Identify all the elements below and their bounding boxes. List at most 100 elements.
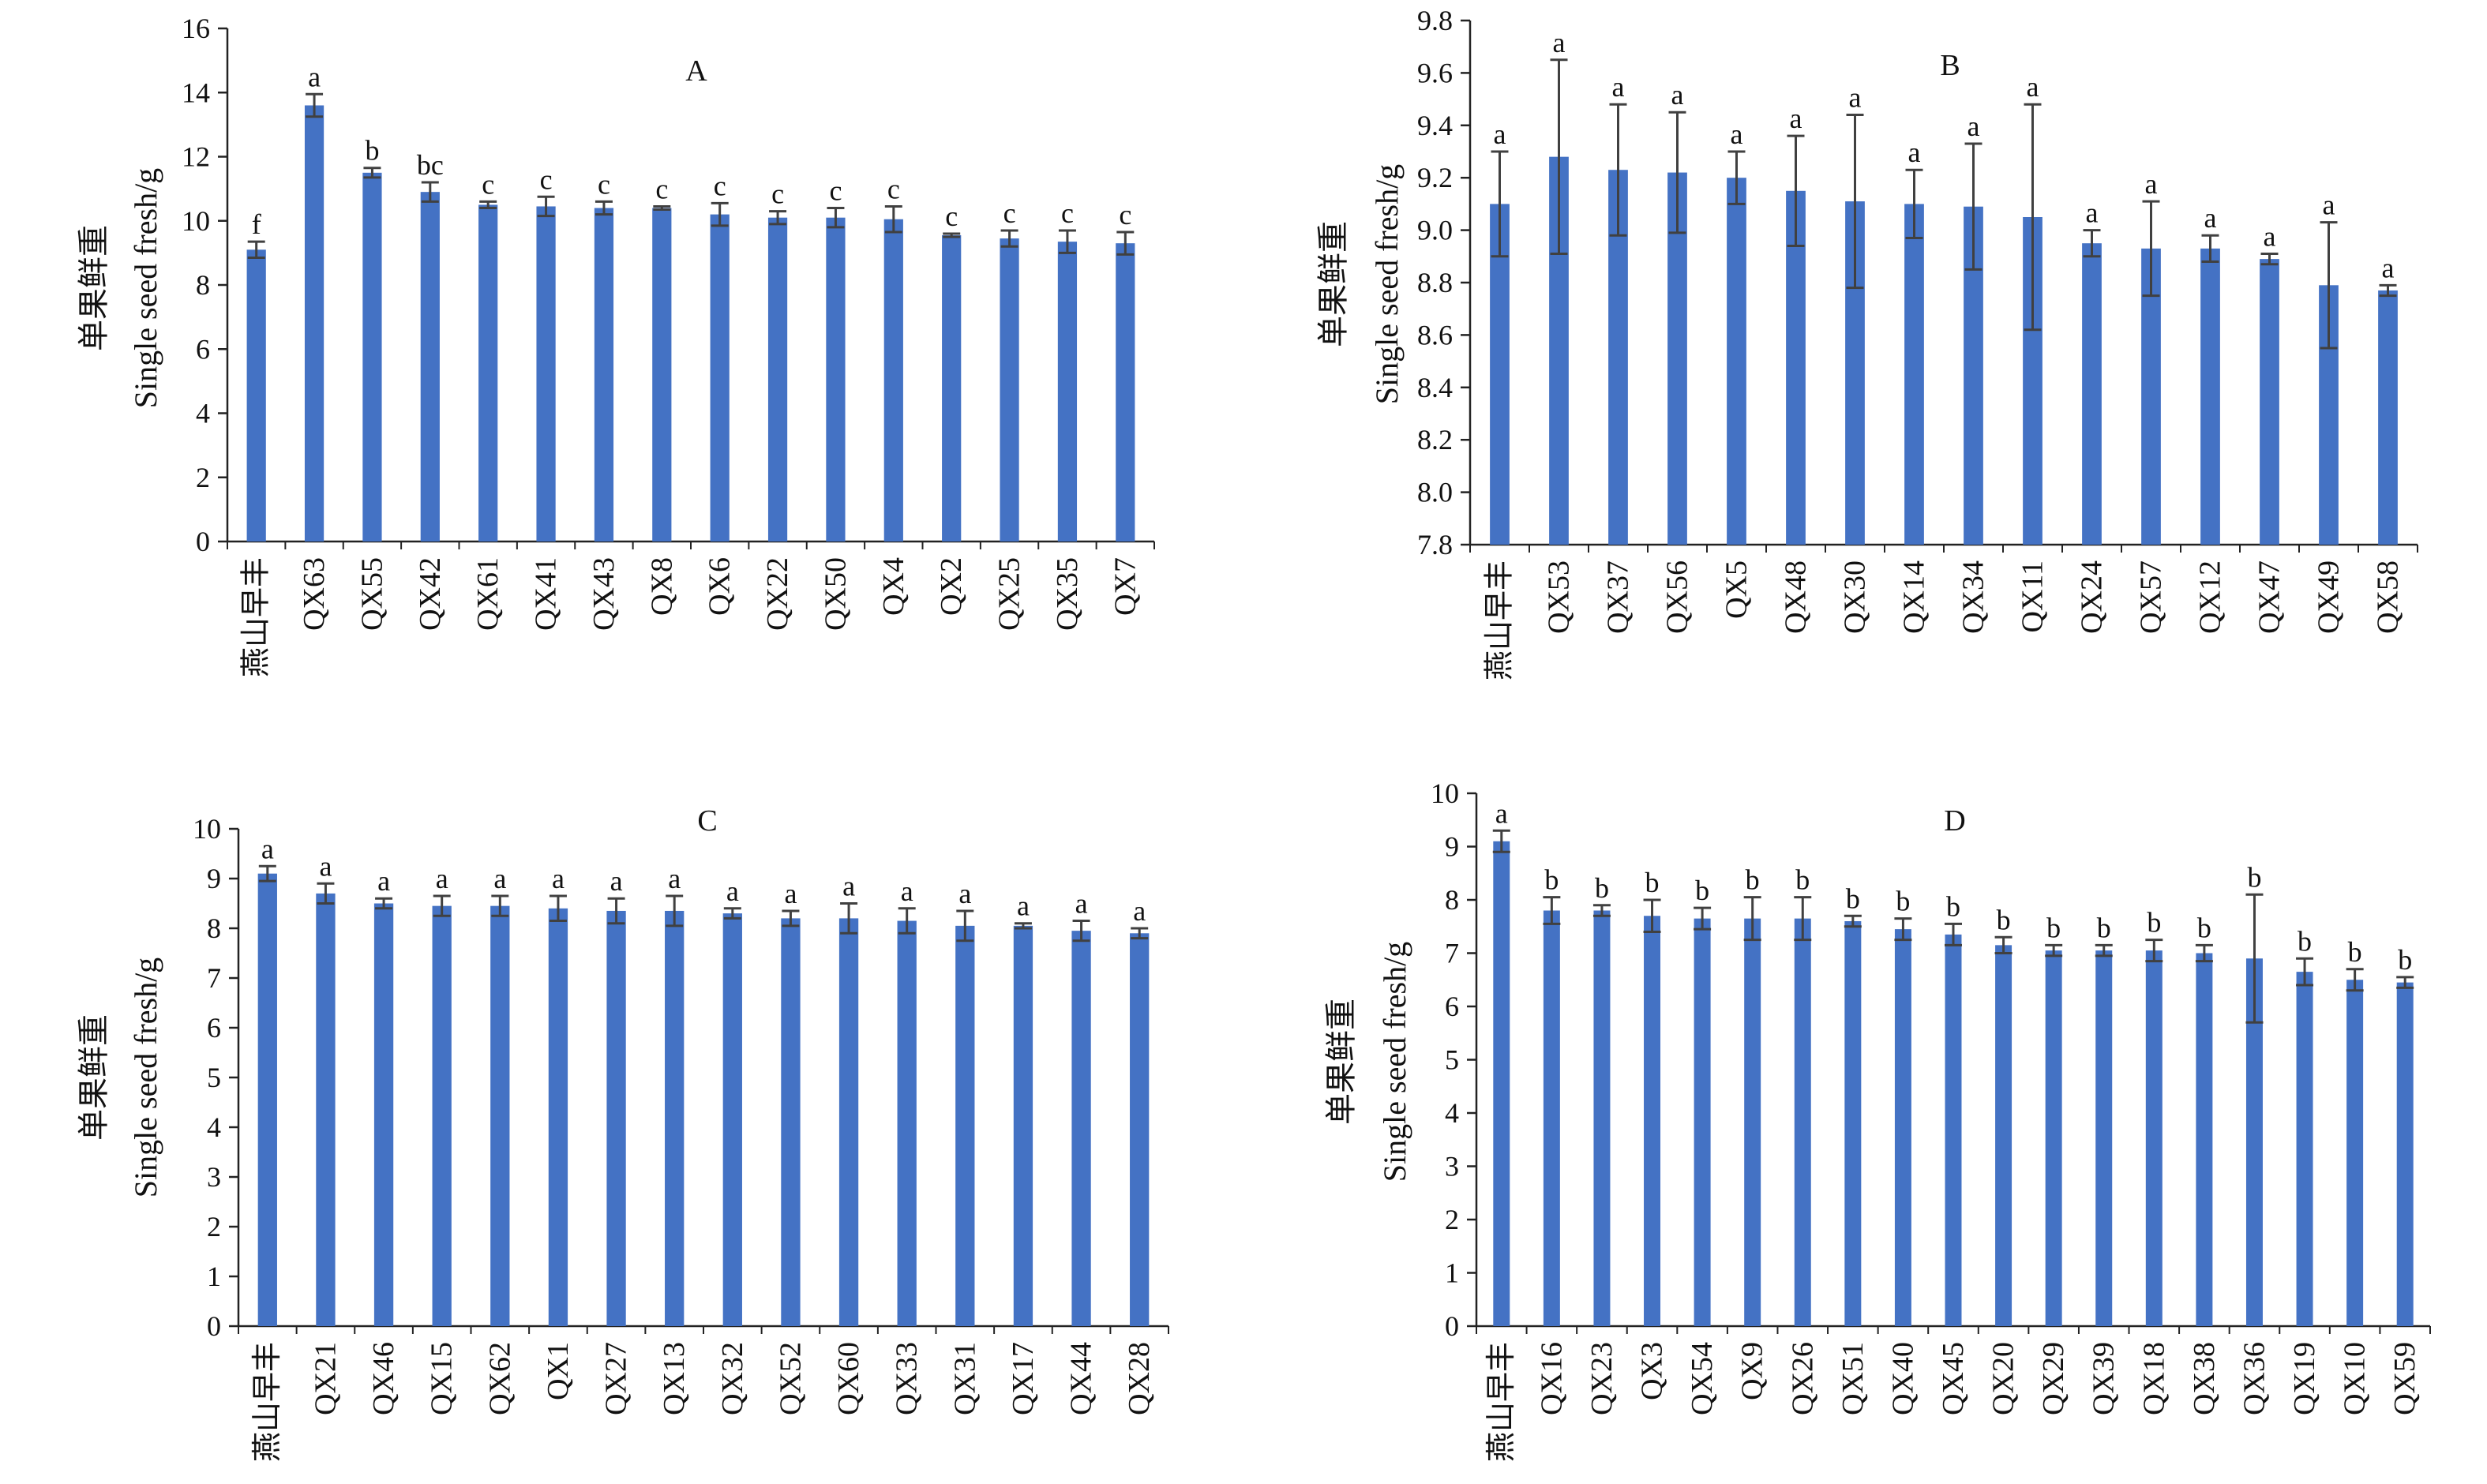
significance-letter: a bbox=[1967, 111, 1980, 142]
significance-letter: a bbox=[668, 863, 681, 894]
bar bbox=[1794, 918, 1811, 1326]
y-tick-label: 4 bbox=[196, 398, 210, 429]
bar bbox=[838, 918, 859, 1326]
significance-letter: b bbox=[1795, 864, 1810, 896]
significance-letter: b bbox=[1946, 890, 1960, 922]
bar bbox=[942, 235, 962, 542]
significance-letter: b bbox=[365, 135, 379, 167]
bar bbox=[710, 214, 730, 542]
significance-letter: a bbox=[493, 863, 506, 894]
x-tick-label: QX17 bbox=[1007, 1342, 1040, 1415]
x-tick-label: QX52 bbox=[774, 1342, 807, 1415]
y-tick-label: 8 bbox=[196, 269, 210, 301]
significance-letter: b bbox=[2298, 925, 2312, 957]
x-tick-label: QX2 bbox=[935, 557, 968, 616]
x-tick-label: QX60 bbox=[832, 1342, 865, 1415]
significance-letter: a bbox=[1671, 79, 1684, 111]
x-tick-label: QX31 bbox=[948, 1342, 981, 1415]
x-tick-label: QX12 bbox=[2194, 560, 2227, 634]
significance-letter: b bbox=[2097, 912, 2111, 943]
bar bbox=[722, 913, 742, 1326]
x-tick-label: QX27 bbox=[600, 1342, 633, 1415]
y-tick-label: 7 bbox=[1445, 938, 1459, 969]
x-tick-label: QX16 bbox=[1535, 1342, 1568, 1415]
x-tick-label: QX19 bbox=[2288, 1342, 2321, 1415]
bar bbox=[2095, 950, 2113, 1326]
significance-letter: a bbox=[308, 61, 321, 92]
x-tick-label: 燕山早丰 bbox=[240, 557, 273, 677]
y-tick-label: 5 bbox=[207, 1062, 221, 1093]
significance-letter: c bbox=[887, 173, 900, 204]
significance-letter: a bbox=[2323, 189, 2335, 221]
y-tick-label: 9 bbox=[1445, 831, 1459, 863]
y-axis-label: Single seed fresh/g bbox=[128, 168, 163, 408]
x-tick-label: QX22 bbox=[761, 557, 794, 631]
bar bbox=[1543, 910, 1560, 1326]
significance-letter: a bbox=[261, 833, 274, 864]
x-tick-label: QX7 bbox=[1108, 557, 1142, 616]
x-tick-label: QX42 bbox=[414, 557, 447, 631]
significance-letter: b bbox=[1746, 864, 1760, 896]
x-tick-label: QX56 bbox=[1661, 560, 1694, 634]
x-tick-label: QX6 bbox=[703, 557, 737, 616]
y-tick-label: 12 bbox=[182, 141, 210, 173]
bar bbox=[1894, 929, 1911, 1326]
significance-letter: a bbox=[552, 863, 565, 894]
significance-letter: b bbox=[1846, 883, 1860, 914]
significance-letter: a bbox=[958, 878, 971, 909]
y-tick-label: 16 bbox=[182, 13, 210, 44]
y-axis-label-cn: 单果鲜重 bbox=[76, 225, 111, 351]
y-tick-label: 7.8 bbox=[1417, 529, 1453, 560]
y-tick-label: 6 bbox=[207, 1012, 221, 1044]
bar bbox=[420, 192, 440, 542]
y-tick-label: 9.4 bbox=[1417, 110, 1453, 141]
x-tick-label: QX39 bbox=[2088, 1342, 2121, 1415]
x-tick-label: QX1 bbox=[542, 1342, 575, 1400]
bar bbox=[2200, 248, 2220, 545]
bar bbox=[1644, 916, 1661, 1326]
significance-letter: a bbox=[1790, 103, 1802, 134]
y-tick-label: 3 bbox=[1445, 1151, 1459, 1182]
y-tick-label: 8 bbox=[1445, 884, 1459, 916]
x-tick-label: QX10 bbox=[2339, 1342, 2372, 1415]
significance-letter: a bbox=[377, 865, 390, 897]
bar bbox=[1493, 841, 1510, 1326]
x-tick-label: QX34 bbox=[1957, 560, 1990, 634]
chart-panel-c: 0 1 2 3 4 5 6 7 8 9 10 C 单果鲜重 Single seed fresh/g a 燕山早… bbox=[76, 804, 1169, 1462]
bar bbox=[1057, 242, 1078, 542]
bar bbox=[2260, 259, 2279, 545]
y-tick-label: 1 bbox=[1445, 1257, 1459, 1289]
bar bbox=[606, 910, 626, 1326]
x-tick-label: QX40 bbox=[1886, 1342, 1919, 1415]
y-axis-label-cn: 单果鲜重 bbox=[76, 1014, 111, 1141]
x-tick-label: QX13 bbox=[658, 1342, 691, 1415]
bar bbox=[2245, 958, 2263, 1326]
significance-letter: a bbox=[1075, 888, 1088, 920]
x-tick-label: QX18 bbox=[2137, 1342, 2170, 1415]
y-tick-label: 4 bbox=[1445, 1097, 1459, 1129]
bar bbox=[1667, 172, 1687, 545]
panel-title: D bbox=[1944, 804, 1965, 838]
y-tick-label: 10 bbox=[1431, 778, 1459, 809]
x-tick-label: QX48 bbox=[1780, 560, 1813, 634]
bar bbox=[767, 217, 788, 542]
significance-letter: a bbox=[842, 871, 855, 902]
x-tick-label: QX14 bbox=[1898, 560, 1931, 634]
significance-letter: b bbox=[2147, 907, 2161, 939]
significance-letter: a bbox=[2382, 252, 2395, 283]
bar bbox=[665, 910, 685, 1326]
significance-letter: b bbox=[1595, 872, 1609, 904]
y-axis-label: Single seed fresh/g bbox=[128, 957, 163, 1197]
significance-letter: a bbox=[1849, 82, 1862, 114]
bar bbox=[257, 873, 277, 1326]
x-tick-label: QX15 bbox=[426, 1342, 459, 1415]
x-tick-label: QX50 bbox=[819, 557, 852, 631]
y-tick-label: 2 bbox=[196, 462, 210, 493]
significance-letter: a bbox=[610, 865, 623, 897]
x-tick-label: 燕山早丰 bbox=[251, 1342, 284, 1462]
bar bbox=[246, 249, 266, 542]
x-tick-label: QX8 bbox=[645, 557, 678, 616]
x-tick-label: QX57 bbox=[2135, 560, 2168, 634]
bar bbox=[781, 918, 801, 1326]
x-tick-label: QX45 bbox=[1937, 1342, 1970, 1415]
